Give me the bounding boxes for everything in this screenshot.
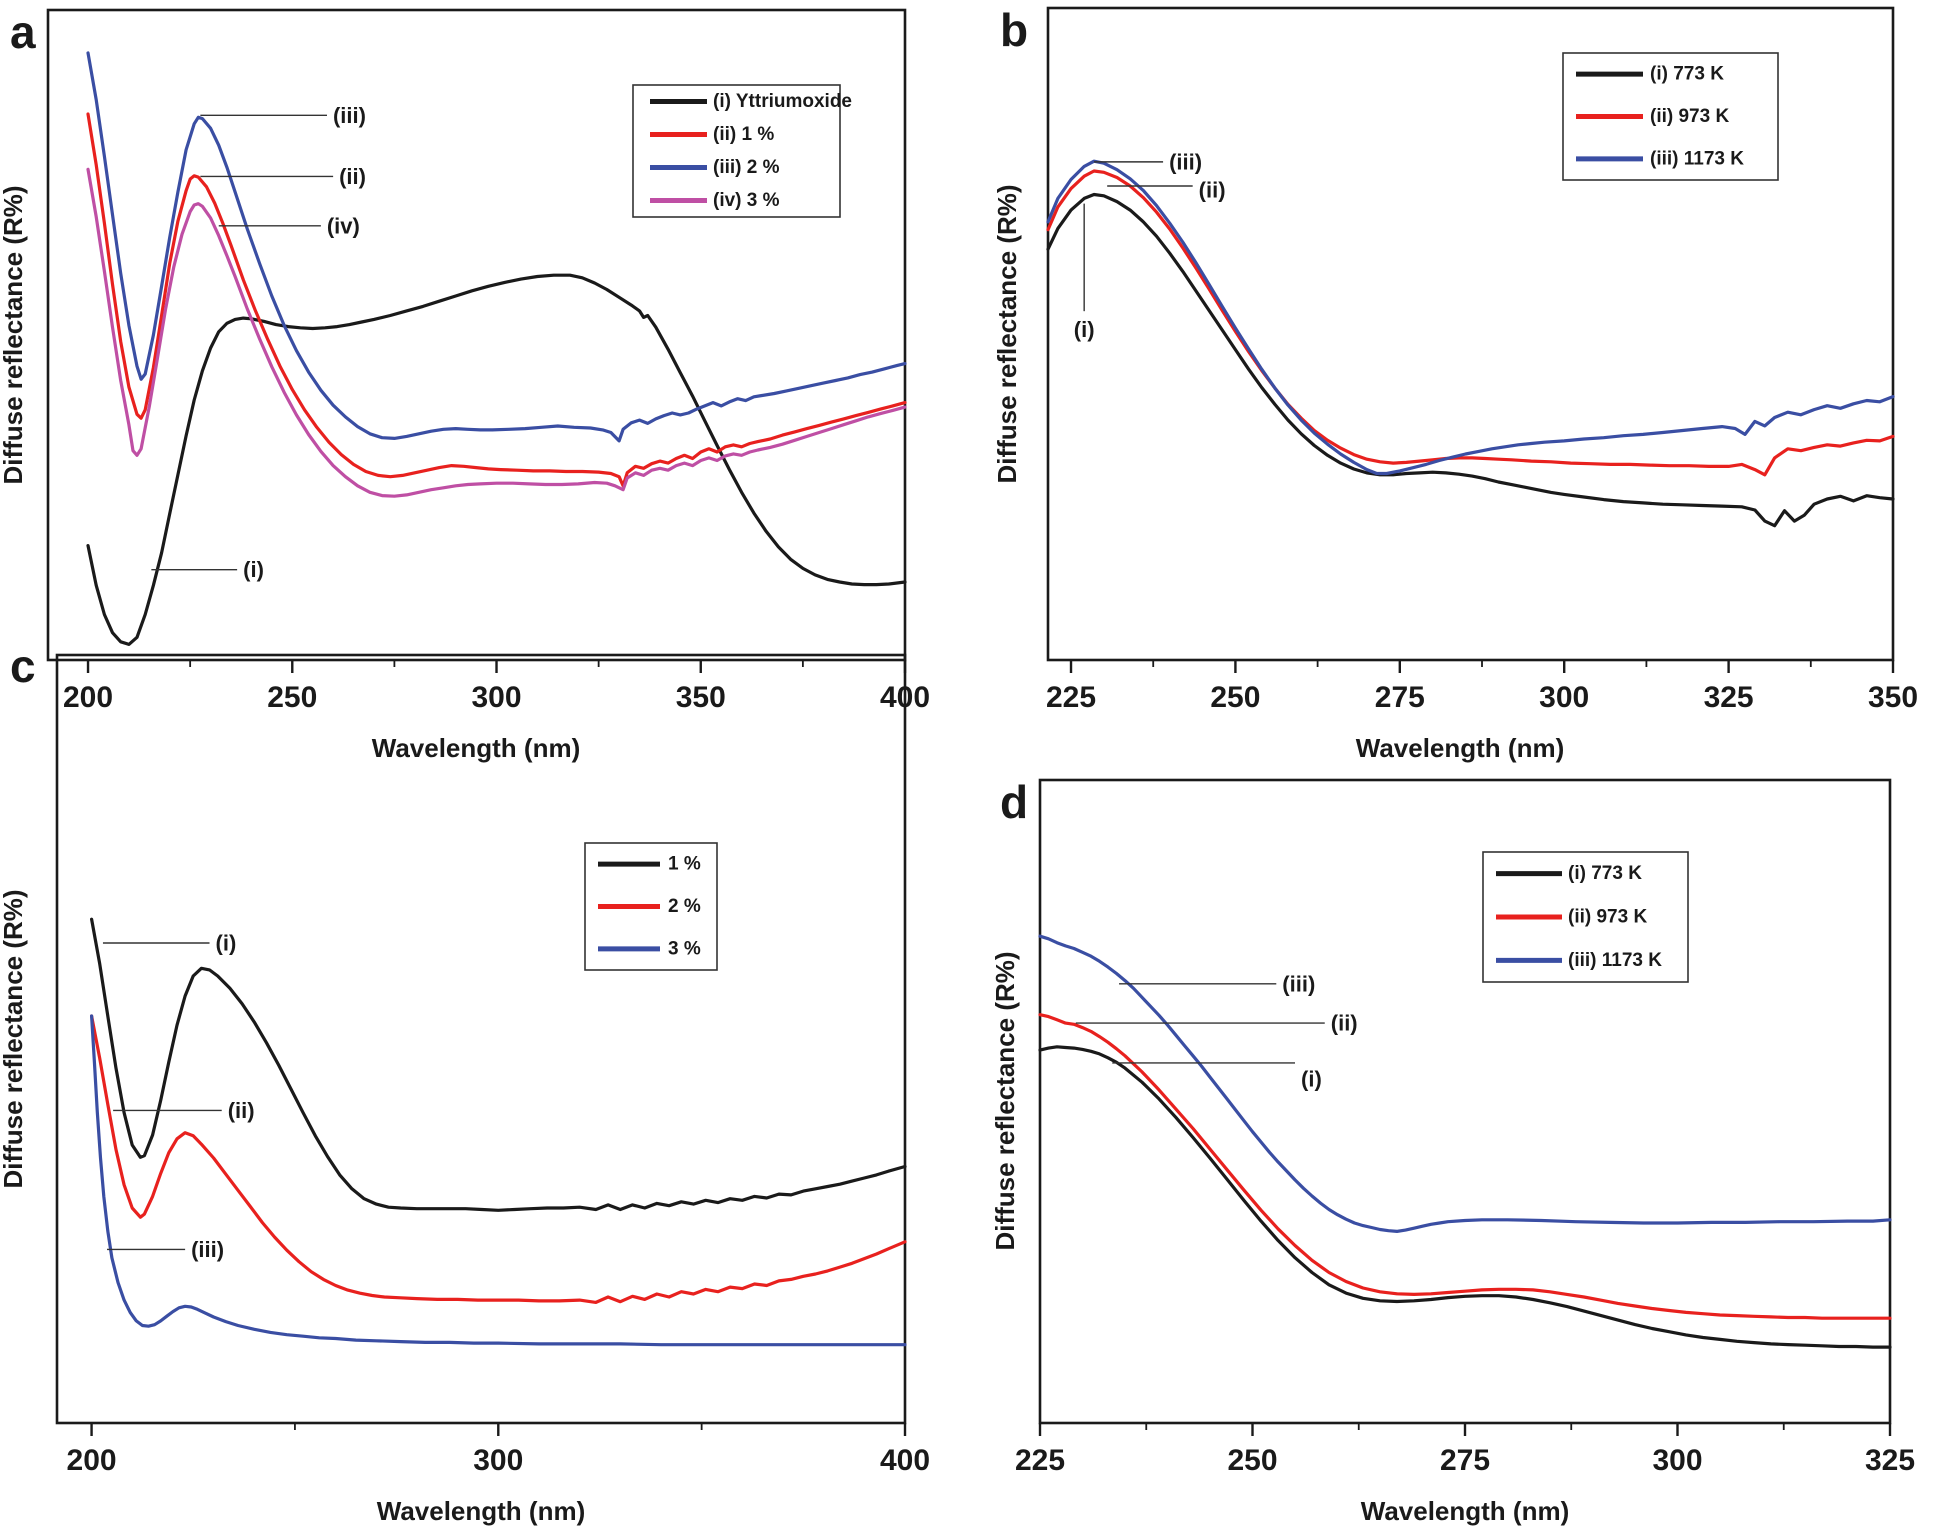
panel-c-legend-label: 2 % xyxy=(668,896,701,917)
panel-c-annotation-label: (iii) xyxy=(191,1237,224,1262)
panel-d-legend-label: (ii) 973 K xyxy=(1568,907,1647,928)
panel-a-legend-label: (i) Yttriumoxide xyxy=(713,91,852,112)
panel-a-legend-label: (ii) 1 % xyxy=(713,124,774,145)
panel-d-series-line-3 xyxy=(1038,934,1892,1234)
panel-b-annotation-label: (i) xyxy=(1074,317,1095,342)
panel-c-series-line-3 xyxy=(89,1014,907,1347)
panel-b-legend-label: (i) 773 K xyxy=(1650,64,1724,85)
panel-d-x-tick-label: 300 xyxy=(1652,1444,1702,1477)
panel-b-x-tick-label: 275 xyxy=(1375,681,1425,714)
panel-a-legend-label: (iv) 3 % xyxy=(713,190,780,211)
panel-d-x-tick-label: 275 xyxy=(1440,1444,1490,1477)
panel-a-annotation-label: (iii) xyxy=(333,103,366,128)
panel-c-series-line-1 xyxy=(89,917,907,1212)
panel-d-x-tick-label: 325 xyxy=(1865,1444,1915,1477)
panel-d-x-tick-label: 225 xyxy=(1015,1444,1065,1477)
panel-b-x-tick-label: 325 xyxy=(1704,681,1754,714)
panel-c-plot-box xyxy=(55,653,907,1425)
panel-a-series-line-3 xyxy=(86,51,907,443)
panel-b-y-axis-label: Diffuse reflectance (R%) xyxy=(992,184,1022,483)
panel-b-x-axis-label: Wavelength (nm) xyxy=(1356,733,1564,763)
panel-a-y-axis-label: Diffuse reflectance (R%) xyxy=(0,185,28,484)
panel-b-x-tick-label: 300 xyxy=(1539,681,1589,714)
panel-c-series-line-2 xyxy=(89,1014,907,1305)
panel-c-x-tick-label: 200 xyxy=(67,1444,117,1477)
panel-a-letter: a xyxy=(10,6,36,58)
panel-d-x-axis-label: Wavelength (nm) xyxy=(1361,1496,1569,1526)
panel-c-letter: c xyxy=(10,640,36,692)
panel-b-plot-box xyxy=(1046,6,1895,662)
panel-a-x-tick-label: 200 xyxy=(63,681,113,714)
panel-a-series-line-2 xyxy=(86,112,907,488)
panel-b-x-tick-label: 350 xyxy=(1868,681,1918,714)
panel-a-x-tick-label: 250 xyxy=(267,681,317,714)
panel-d-series-line-1 xyxy=(1038,1045,1892,1349)
panel-d-series-line-2 xyxy=(1038,1013,1892,1320)
panel-a-x-tick-label: 350 xyxy=(676,681,726,714)
panel-c-y-axis-label: Diffuse reflectance (R%) xyxy=(0,889,28,1188)
panel-d-x-tick-label: 250 xyxy=(1227,1444,1277,1477)
panel-a-series-line-1 xyxy=(86,273,907,647)
panel-c-x-tick-label: 300 xyxy=(473,1444,523,1477)
panel-b-legend-label: (ii) 973 K xyxy=(1650,106,1729,127)
panel-b-letter: b xyxy=(1000,4,1028,56)
panel-c-legend-label: 3 % xyxy=(668,938,701,959)
panel-d-y-axis-label: Diffuse reflectance (R%) xyxy=(990,951,1020,1250)
panel-b-x-tick-label: 250 xyxy=(1210,681,1260,714)
panel-b-annotation-label: (iii) xyxy=(1169,149,1202,174)
panel-c-x-tick-label: 400 xyxy=(880,1444,930,1477)
panel-a-legend-box xyxy=(632,84,841,218)
panel-a-annotation-label: (ii) xyxy=(339,164,366,189)
panel-b-series-line-1 xyxy=(1046,192,1895,528)
panel-b-series-line-2 xyxy=(1046,169,1895,477)
panel-a-annotation-label: (iv) xyxy=(327,213,360,238)
panel-b-x-tick-label: 225 xyxy=(1046,681,1096,714)
panel-b-legend-label: (iii) 1173 K xyxy=(1650,148,1744,169)
panel-d-legend-label: (i) 773 K xyxy=(1568,863,1642,884)
panel-c-x-axis-label: Wavelength (nm) xyxy=(377,1496,585,1526)
panel-b-annotation-label: (ii) xyxy=(1199,177,1226,202)
panel-a-x-axis-label: Wavelength (nm) xyxy=(372,733,580,763)
panel-a-x-tick-label: 300 xyxy=(471,681,521,714)
panel-d-annotation-label: (ii) xyxy=(1331,1011,1358,1036)
panel-a-plot-box xyxy=(46,8,907,662)
panel-a-legend-label: (iii) 2 % xyxy=(713,157,780,178)
panel-c-annotation-label: (i) xyxy=(216,931,237,956)
panel-d-annotation-label: (iii) xyxy=(1282,971,1315,996)
panel-d-legend-label: (iii) 1173 K xyxy=(1568,950,1662,971)
panel-c-legend-label: 1 % xyxy=(668,854,701,875)
panel-d-annotation-label: (i) xyxy=(1301,1066,1322,1091)
panel-a-annotation-label: (i) xyxy=(243,557,264,582)
panel-c-annotation-label: (ii) xyxy=(228,1098,255,1123)
panel-d-letter: d xyxy=(1000,776,1028,828)
panel-a-series-line-4 xyxy=(86,167,907,498)
panel-b-series-line-3 xyxy=(1046,159,1895,476)
